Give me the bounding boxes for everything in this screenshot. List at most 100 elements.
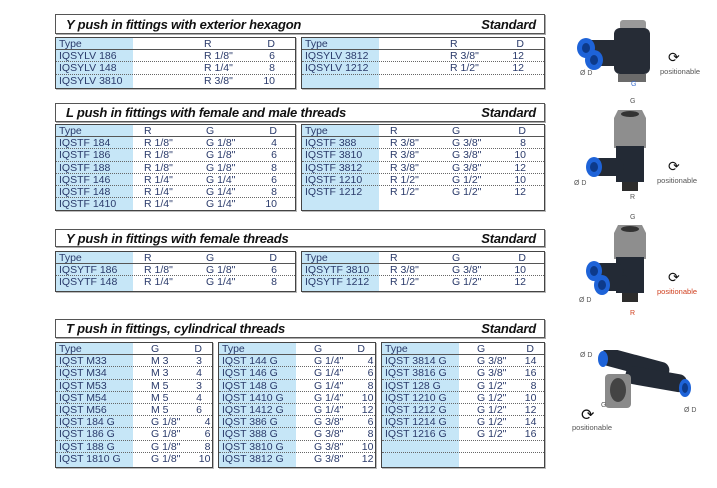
type-column-highlight bbox=[219, 343, 296, 467]
table-row[interactable]: IQST 148 G G 1/4" 8 bbox=[219, 380, 375, 392]
table-row[interactable]: IQSYLV 3810 R 3/8" 10 bbox=[56, 75, 295, 87]
table-cell: 8 bbox=[367, 379, 374, 392]
table-cell: IQSYLV 3810 bbox=[59, 74, 123, 87]
table-row[interactable]: IQSTF 1410 R 1/4" G 1/4" 10 bbox=[56, 198, 295, 210]
table-row[interactable]: IQST M34 M 3 4 bbox=[56, 367, 212, 380]
label-diameter: Ø D bbox=[574, 180, 587, 187]
column-header: D bbox=[518, 125, 526, 137]
table-cell: IQSYLV 148 bbox=[59, 62, 117, 75]
table-cell: R 1/8" bbox=[144, 264, 173, 277]
table-row[interactable]: IQST 1810 G G 1/8" 10 bbox=[56, 453, 212, 465]
table-row[interactable] bbox=[382, 441, 544, 453]
table-row[interactable]: IQST 3814 G G 3/8" 14 bbox=[382, 355, 544, 368]
table-cell bbox=[477, 453, 504, 465]
table-cell: G 1/8" bbox=[151, 440, 181, 453]
table-cell: 10 bbox=[361, 440, 374, 453]
table-row[interactable]: IQSYLV 3812 R 3/8" 12 bbox=[302, 50, 544, 63]
table-row[interactable]: IQSTF 148 R 1/4" G 1/4" 8 bbox=[56, 185, 295, 199]
type-column-highlight bbox=[302, 38, 379, 88]
table-row[interactable]: IQST 1210 G G 1/2" 10 bbox=[382, 392, 544, 404]
table-row[interactable]: IQSYLV 1212 R 1/2" 12 bbox=[302, 62, 544, 75]
table-row[interactable]: IQST 1212 G G 1/2" 12 bbox=[382, 403, 544, 417]
table-cell: M 3 bbox=[151, 367, 169, 380]
table-row[interactable]: IQST 184 G G 1/8" 4 bbox=[56, 416, 212, 429]
table-cell: R 1/8" bbox=[144, 161, 173, 174]
rotate-icon: ⟳ bbox=[668, 270, 680, 286]
column-header: Type bbox=[59, 343, 82, 355]
table-cell: 4 bbox=[196, 391, 202, 404]
table-cell: G 1/4" bbox=[314, 379, 344, 392]
table-cell: G 1/8" bbox=[151, 452, 181, 465]
table-row[interactable]: IQST 3816 G G 3/8" 16 bbox=[382, 367, 544, 380]
table-row[interactable]: IQST 388 G G 3/8" 8 bbox=[219, 428, 375, 441]
table-cell: IQSTF 184 bbox=[59, 137, 111, 150]
table-row[interactable]: IQSYTF 3810 R 3/8" G 3/8" 10 bbox=[302, 264, 544, 277]
table-row[interactable]: IQST M54 M 5 4 bbox=[56, 392, 212, 404]
table-row[interactable] bbox=[302, 75, 544, 87]
table-cell: G 1/4" bbox=[314, 367, 344, 380]
table-row[interactable]: IQST 146 G G 1/4" 6 bbox=[219, 367, 375, 380]
label-thread-g: G bbox=[631, 81, 637, 88]
table-cell: IQSTF 148 bbox=[59, 185, 111, 198]
table-row[interactable]: IQSTF 1210 R 1/2" G 1/2" 10 bbox=[302, 174, 544, 186]
type-column-highlight bbox=[382, 343, 459, 467]
table-row[interactable]: IQSYLV 186 R 1/8" 6 bbox=[56, 50, 295, 63]
table-row[interactable]: IQST 188 G G 1/8" 8 bbox=[56, 441, 212, 453]
table-row[interactable]: IQST 1214 G G 1/2" 14 bbox=[382, 416, 544, 429]
table-row[interactable]: IQST 386 G G 3/8" 6 bbox=[219, 416, 375, 429]
table-row[interactable]: IQST M53 M 5 3 bbox=[56, 380, 212, 392]
product-table: Type R G D IQSYTF 186 R 1/8" G 1/8" 6 IQSYTF 148… bbox=[55, 251, 296, 292]
table-row[interactable]: IQSYTF 148 R 1/4" G 1/4" 8 bbox=[56, 276, 295, 288]
table-cell: IQSYLV 186 bbox=[59, 50, 117, 63]
table-row[interactable]: IQST 128 G G 1/2" 8 bbox=[382, 380, 544, 392]
table-row[interactable]: IQSTF 1212 R 1/2" G 1/2" 12 bbox=[302, 186, 544, 198]
table-row[interactable]: IQSTF 188 R 1/8" G 1/8" 8 bbox=[56, 162, 295, 174]
table-cell: G 1/4" bbox=[206, 276, 236, 289]
table-cell: 6 bbox=[196, 403, 202, 416]
table-row[interactable]: IQST 186 G G 1/8" 6 bbox=[56, 428, 212, 441]
table-cell: IQSTF 188 bbox=[59, 161, 111, 174]
table-cell bbox=[385, 453, 477, 465]
table-cell: G 1/2" bbox=[477, 416, 507, 429]
table-row[interactable]: IQST M33 M 3 3 bbox=[56, 355, 212, 368]
table-cell: IQSYTF 186 bbox=[59, 264, 118, 277]
table-row[interactable]: IQSYTF 186 R 1/8" G 1/8" 6 bbox=[56, 264, 295, 277]
table-row[interactable]: IQST 1216 G G 1/2" 16 bbox=[382, 428, 544, 441]
column-header: G bbox=[206, 125, 215, 137]
table-cell: 3 bbox=[196, 355, 202, 368]
table-cell: G 1/8" bbox=[206, 264, 236, 277]
table-cell: IQST 3816 G bbox=[385, 367, 447, 380]
section-title: Y push in fittings with exterior hexagon bbox=[66, 16, 302, 32]
table-row[interactable]: IQST M56 M 5 6 bbox=[56, 403, 212, 417]
table-row[interactable]: IQSYLV 148 R 1/4" 8 bbox=[56, 62, 295, 75]
table-row[interactable]: IQSTF 388 R 3/8" G 3/8" 8 bbox=[302, 137, 544, 150]
table-row[interactable]: IQSYTF 1212 R 1/2" G 1/2" 12 bbox=[302, 276, 544, 288]
table-row[interactable]: IQSTF 184 R 1/8" G 1/8" 4 bbox=[56, 137, 295, 150]
table-cell: G 1/2" bbox=[452, 276, 482, 289]
table-cell: 14 bbox=[524, 416, 537, 429]
table-row[interactable]: IQSTF 3810 R 3/8" G 3/8" 10 bbox=[302, 149, 544, 162]
table-cell: IQSTF 1212 bbox=[305, 185, 363, 198]
table-row[interactable]: IQST 144 G G 1/4" 4 bbox=[219, 355, 375, 368]
table-row[interactable] bbox=[382, 453, 544, 465]
table-cell: IQSTF 146 bbox=[59, 173, 111, 186]
table-row[interactable]: IQST 1412 G G 1/4" 12 bbox=[219, 404, 375, 417]
label-thread-g: G bbox=[630, 214, 636, 221]
table-cell: IQSYTF 148 bbox=[59, 276, 118, 289]
table-row[interactable]: IQSTF 186 R 1/8" G 1/8" 6 bbox=[56, 149, 295, 162]
table-row[interactable]: IQST 3812 G G 3/8" 12 bbox=[219, 453, 375, 465]
table-header-row: Type R D bbox=[302, 38, 544, 51]
type-column-highlight bbox=[56, 38, 133, 88]
table-row[interactable]: IQST 3810 G G 3/8" 10 bbox=[219, 441, 375, 453]
label-diameter: Ø D bbox=[580, 352, 593, 359]
label-thread-r: R bbox=[630, 194, 636, 201]
table-row[interactable]: IQSTF 3812 R 3/8" G 3/8" 12 bbox=[302, 162, 544, 174]
table-row[interactable]: IQST 1410 G G 1/4" 10 bbox=[219, 392, 375, 404]
l-fitting-illustration bbox=[586, 110, 646, 191]
table-cell: 8 bbox=[271, 185, 277, 198]
table-row[interactable]: IQSTF 146 R 1/4" G 1/4" 6 bbox=[56, 174, 295, 186]
table-cell: 12 bbox=[524, 403, 537, 416]
table-cell: R 3/8" bbox=[204, 74, 233, 87]
table-header-row: Type R D bbox=[56, 38, 295, 51]
column-header: R bbox=[204, 38, 212, 50]
